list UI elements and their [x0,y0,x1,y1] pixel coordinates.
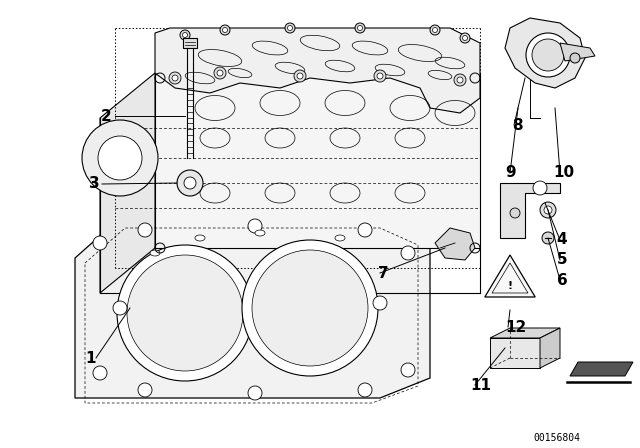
Circle shape [463,35,467,40]
Circle shape [355,23,365,33]
Circle shape [533,181,547,195]
Polygon shape [75,218,430,398]
Text: 10: 10 [554,165,575,180]
Ellipse shape [255,230,265,236]
Circle shape [401,363,415,377]
Ellipse shape [150,250,160,256]
Polygon shape [490,328,560,338]
Text: 1: 1 [86,351,96,366]
Circle shape [287,26,292,30]
Circle shape [127,255,243,371]
Circle shape [373,296,387,310]
Circle shape [377,73,383,79]
Circle shape [358,26,362,30]
Text: 8: 8 [512,118,523,133]
Circle shape [248,386,262,400]
Circle shape [460,33,470,43]
Circle shape [217,70,223,76]
Circle shape [433,27,438,33]
Circle shape [358,223,372,237]
Circle shape [138,383,152,397]
Polygon shape [540,328,560,368]
Circle shape [117,245,253,381]
Circle shape [544,206,552,214]
Polygon shape [500,183,560,238]
Polygon shape [490,338,540,368]
Polygon shape [435,228,475,260]
Circle shape [93,366,107,380]
Polygon shape [485,255,535,297]
Circle shape [93,236,107,250]
Circle shape [374,70,386,82]
Ellipse shape [195,235,205,241]
Polygon shape [570,362,633,376]
Circle shape [285,23,295,33]
Polygon shape [560,43,595,61]
Text: 5: 5 [557,252,568,267]
Circle shape [430,25,440,35]
Circle shape [510,208,520,218]
Circle shape [542,232,554,244]
Circle shape [526,33,570,77]
Text: 2: 2 [101,109,112,124]
Polygon shape [155,28,480,113]
Text: 12: 12 [506,319,527,335]
Circle shape [220,25,230,35]
Circle shape [540,202,556,218]
Circle shape [184,177,196,189]
Circle shape [242,240,378,376]
Circle shape [248,219,262,233]
Circle shape [138,223,152,237]
Polygon shape [155,73,480,248]
Text: 7: 7 [378,266,388,281]
Circle shape [98,136,142,180]
Polygon shape [505,18,585,88]
Text: 4: 4 [557,232,568,247]
Circle shape [214,67,226,79]
Text: 6: 6 [557,272,568,288]
Text: 3: 3 [88,176,99,191]
Circle shape [532,39,564,71]
Ellipse shape [335,235,345,241]
Polygon shape [100,73,155,293]
Circle shape [172,75,178,81]
Circle shape [182,33,188,38]
Circle shape [169,72,181,84]
Circle shape [177,170,203,196]
Circle shape [401,246,415,260]
Circle shape [297,73,303,79]
Circle shape [457,77,463,83]
Circle shape [570,53,580,63]
Text: 11: 11 [470,378,492,393]
Circle shape [223,27,227,33]
Polygon shape [183,38,197,48]
Circle shape [252,250,368,366]
Circle shape [294,70,306,82]
Circle shape [358,383,372,397]
Circle shape [180,30,190,40]
Text: 00156804: 00156804 [533,433,580,443]
Circle shape [113,301,127,315]
Text: !: ! [508,281,513,291]
Text: 9: 9 [506,165,516,180]
Circle shape [454,74,466,86]
Circle shape [82,120,158,196]
